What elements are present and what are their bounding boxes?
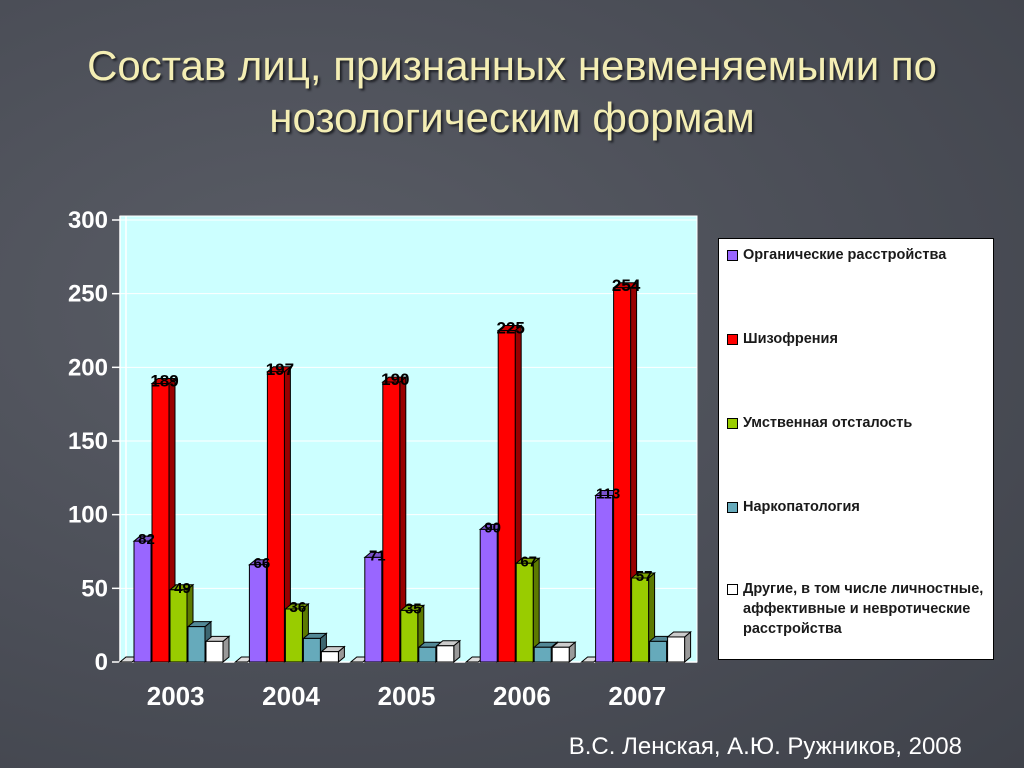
x-axis: 2003 2004 2005 2006 2007	[147, 681, 666, 711]
legend-swatch	[727, 250, 738, 261]
legend-swatch	[727, 334, 738, 345]
bar-2003-1	[133, 540, 152, 663]
data-label: 57	[636, 568, 653, 585]
bar-2004-4	[302, 637, 321, 663]
data-labels: 82 189 49 66 197 36 71 190 35 90 225 67 113 254 57	[138, 276, 652, 618]
data-label: 36	[290, 599, 307, 616]
bar-2006-3	[515, 562, 534, 663]
bar-2007-4	[649, 640, 668, 663]
y-tick-label: 100	[68, 502, 108, 529]
x-tick-label: 2003	[147, 681, 205, 711]
data-label: 225	[497, 319, 525, 338]
data-label: 82	[138, 531, 155, 548]
legend-item: Умственная отсталость	[727, 413, 989, 433]
bar-2005-1	[364, 556, 383, 663]
legend: Органические расстройства Шизофрения Умств…	[718, 238, 994, 660]
bar-2007-5	[667, 636, 686, 663]
y-tick-label: 200	[68, 354, 108, 381]
y-tick-label: 250	[68, 281, 108, 308]
x-tick-label: 2004	[262, 681, 320, 711]
y-tick-label: 0	[95, 649, 108, 676]
bar-2003-2	[151, 383, 170, 663]
legend-label: Шизофрения	[743, 331, 838, 347]
y-tick-label: 50	[81, 575, 108, 602]
bar-2007-1	[595, 495, 614, 663]
data-label: 113	[596, 486, 620, 503]
bars	[118, 281, 692, 664]
data-label: 190	[381, 370, 409, 389]
bar-2004-5	[320, 651, 339, 663]
bar-2005-3	[400, 609, 419, 663]
x-tick-label: 2006	[493, 681, 551, 711]
bar-2006-2	[497, 330, 516, 663]
data-label: 189	[150, 372, 178, 391]
legend-swatch	[727, 584, 738, 595]
x-tick-label: 2005	[378, 681, 436, 711]
bar-2006-4	[533, 646, 552, 663]
legend-label: Органические расстройства	[743, 247, 947, 263]
y-tick-label: 300	[68, 207, 108, 234]
data-label: 67	[520, 553, 537, 570]
bar-2004-3	[284, 608, 303, 663]
bar-2005-2	[382, 381, 401, 663]
x-tick-label: 2007	[608, 681, 666, 711]
data-label: 197	[266, 360, 294, 379]
y-tick-label: 150	[68, 428, 108, 455]
legend-item: Шизофрения	[727, 329, 989, 349]
bar-2006-1	[479, 528, 498, 663]
legend-item: Другие, в том числе личностные, аффектив…	[727, 579, 989, 639]
source-credit: В.С. Ленская, А.Ю. Ружников, 2008	[568, 733, 962, 760]
bar-2007-3	[631, 577, 650, 663]
data-label: 49	[174, 580, 191, 597]
legend-item: Органические расстройства	[727, 245, 989, 265]
bar-2005-4	[418, 646, 437, 663]
bar-2004-1	[248, 564, 267, 663]
bar-2003-3	[169, 589, 188, 663]
data-label: 71	[369, 547, 386, 564]
bar-2003-4	[187, 626, 206, 663]
data-label: 35	[405, 600, 422, 617]
legend-label: Умственная отсталость	[743, 415, 913, 431]
bar-2003-5	[205, 640, 224, 663]
legend-swatch	[727, 502, 738, 513]
title-line-1: Состав лиц, признанных невменяемыми по	[87, 42, 937, 89]
bar-2005-5	[436, 645, 455, 663]
legend-swatch	[727, 418, 738, 429]
data-label: 66	[254, 555, 271, 572]
bar-2006-5	[551, 646, 570, 663]
title-line-2: нозологическим формам	[269, 94, 755, 141]
bar-2007-2	[613, 287, 632, 663]
data-label: 90	[484, 519, 501, 536]
bar-2004-2	[266, 371, 285, 663]
legend-label: Наркопатология	[743, 499, 860, 515]
data-label: 254	[612, 276, 641, 295]
legend-label: Другие, в том числе личностные, аффектив…	[743, 581, 984, 637]
slide-title: Состав лиц, признанных невменяемыми по н…	[20, 40, 1004, 144]
legend-item: Наркопатология	[727, 497, 989, 517]
